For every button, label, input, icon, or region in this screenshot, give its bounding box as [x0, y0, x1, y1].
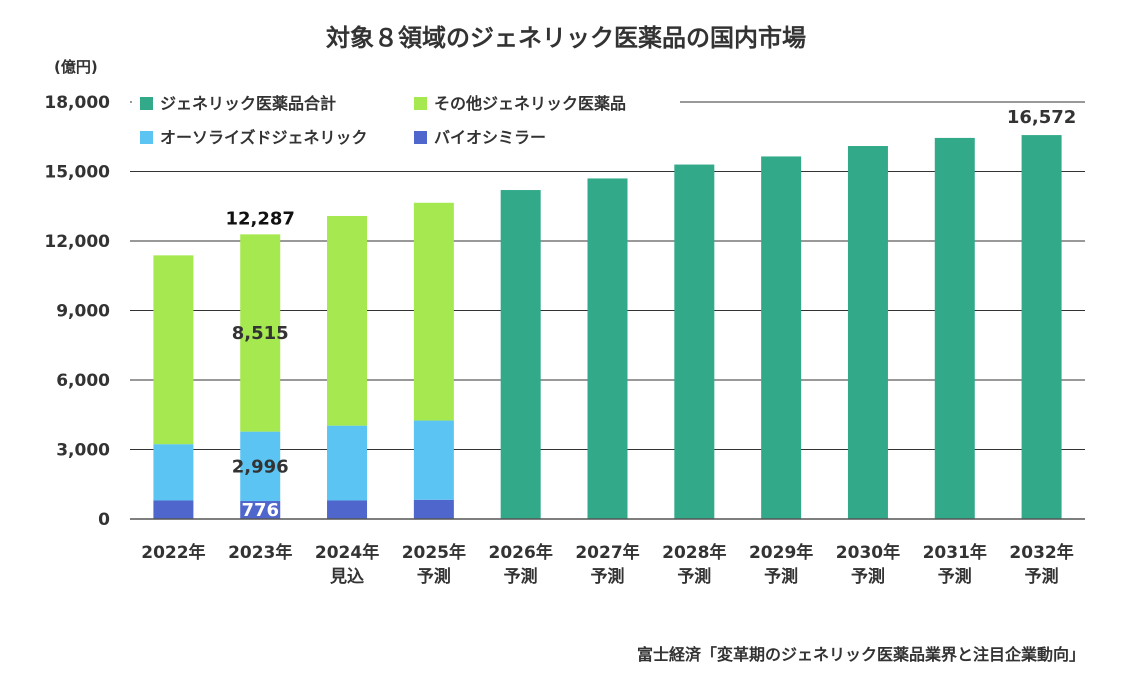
- data-label: 8,515: [232, 323, 289, 344]
- data-label: 2,996: [232, 456, 289, 477]
- x-tick-label: 予測: [677, 566, 711, 587]
- x-tick-label: 2031年: [923, 542, 987, 563]
- data-label: 776: [241, 500, 279, 521]
- data-label: 16,572: [1007, 107, 1076, 128]
- bar-3-3: [327, 215, 368, 426]
- legend-swatch: [414, 131, 427, 144]
- bar-4-11: [1021, 135, 1062, 519]
- x-tick-label: 2032年: [1009, 542, 1073, 563]
- x-tick-label: 予測: [591, 566, 625, 587]
- bar-4-8: [761, 156, 802, 520]
- legend-label: その他ジェネリック医薬品: [434, 94, 626, 113]
- source-note: 富士経済「変革期のジェネリック医薬品業界と注目企業動向」: [637, 645, 1085, 664]
- y-tick-label: 3,000: [56, 441, 110, 461]
- x-tick-label: 2024年: [315, 542, 379, 563]
- legend-swatch: [414, 97, 427, 110]
- y-axis: 0 3,000 6,000 9,000 12,000 15,000 18,000: [44, 93, 110, 530]
- data-labels: 12,287 8,515 2,996 776 16,572: [225, 107, 1076, 521]
- x-tick-label: 予測: [504, 566, 538, 587]
- bars: [153, 135, 1062, 520]
- y-unit-label: (億円): [54, 58, 98, 76]
- legend-swatch: [140, 97, 153, 110]
- bar-4-9: [847, 146, 888, 519]
- x-tick-label: 2023年: [228, 542, 292, 563]
- x-tick-label: 2022年: [141, 542, 205, 563]
- x-tick-label: 2029年: [749, 542, 813, 563]
- legend-background: [132, 92, 680, 162]
- bar-4-7: [674, 164, 715, 520]
- y-tick-label: 18,000: [44, 93, 110, 113]
- bar-2-3: [327, 425, 368, 501]
- legend-swatch: [140, 131, 153, 144]
- bar-3-1: [153, 255, 194, 445]
- x-tick-label: 予測: [851, 566, 885, 587]
- bar-2-1: [153, 444, 194, 501]
- x-tick-label: 見込: [329, 567, 364, 587]
- bar-4-10: [934, 137, 975, 520]
- data-label: 12,287: [225, 208, 294, 229]
- bar-3-4: [413, 202, 454, 421]
- bar-3-2: [240, 234, 281, 432]
- x-tick-label: 予測: [1025, 566, 1059, 587]
- y-tick-label: 15,000: [44, 163, 110, 183]
- y-tick-label: 12,000: [44, 232, 110, 252]
- bar-4-6: [587, 178, 628, 519]
- x-tick-label: 2026年: [489, 542, 553, 563]
- x-tick-label: 2025年: [402, 542, 466, 563]
- bar-4-5: [500, 190, 541, 520]
- x-tick-label: 予測: [417, 566, 451, 587]
- bar-2-2: [240, 431, 281, 502]
- bar-1-3: [327, 500, 368, 519]
- x-tick-label: 2027年: [575, 542, 639, 563]
- x-tick-label: 2030年: [836, 542, 900, 563]
- y-tick-label: 0: [98, 510, 110, 530]
- bar-2-4: [413, 420, 454, 500]
- legend-label: オーソライズドジェネリック: [160, 128, 368, 147]
- chart-title: 対象８領域のジェネリック医薬品の国内市場: [326, 24, 806, 52]
- bar-1-1: [153, 500, 194, 519]
- x-tick-label: 予測: [764, 566, 798, 587]
- y-tick-label: 6,000: [56, 371, 110, 391]
- y-tick-label: 9,000: [56, 302, 110, 322]
- legend-label: ジェネリック医薬品合計: [160, 94, 336, 113]
- x-tick-label: 2028年: [662, 542, 726, 563]
- bar-1-4: [413, 499, 454, 519]
- legend-label: バイオシミラー: [434, 128, 546, 147]
- x-tick-label: 予測: [938, 566, 972, 587]
- bar-1-2: [240, 501, 281, 519]
